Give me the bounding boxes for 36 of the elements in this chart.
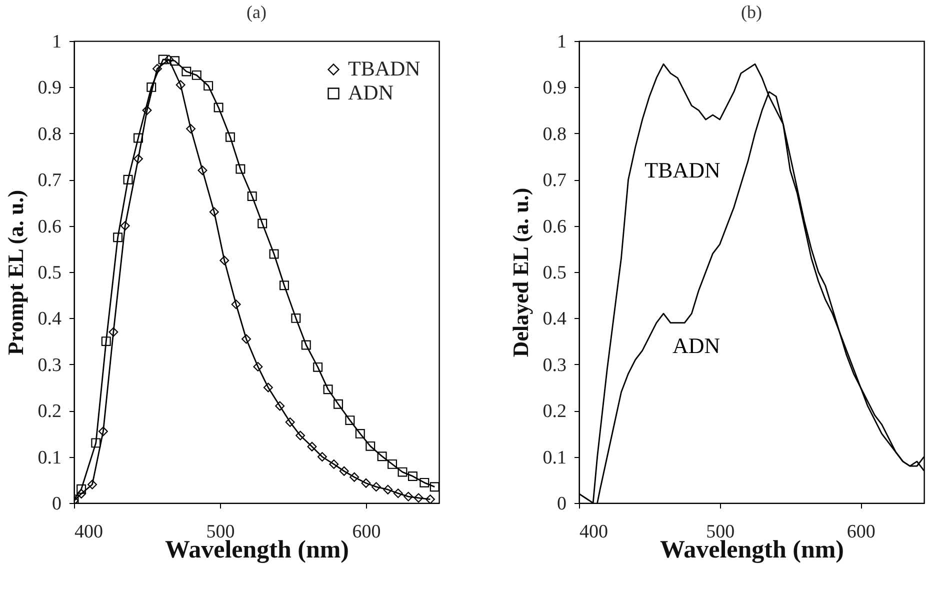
y-tick-label: 0.1 xyxy=(38,447,62,468)
annotation: TBADN xyxy=(644,157,720,182)
chart-title: (a) xyxy=(246,2,266,22)
y-tick-label: 0 xyxy=(52,494,62,514)
y-tick-label: 1 xyxy=(557,32,566,52)
x-tick-label: 400 xyxy=(580,522,608,542)
y-tick-label: 0.4 xyxy=(38,308,62,330)
y-tick-label: 0.1 xyxy=(542,447,566,468)
y-tick-label: 0.8 xyxy=(542,124,566,145)
y-axis-title: Delayed EL (a. u.) xyxy=(508,188,533,358)
y-tick-label: 0.6 xyxy=(38,216,62,238)
y-tick-label: 0 xyxy=(557,494,566,514)
y-tick-label: 0.9 xyxy=(38,78,62,99)
y-tick-label: 1 xyxy=(52,32,62,52)
y-tick-label: 0.5 xyxy=(542,262,566,284)
y-tick-label: 0.2 xyxy=(38,401,62,422)
x-tick-label: 400 xyxy=(74,522,103,542)
chart-title: (b) xyxy=(741,2,762,22)
annotation: ADN xyxy=(672,332,720,358)
y-tick-label: 0.2 xyxy=(542,401,566,422)
y-tick-label: 0.6 xyxy=(542,216,566,238)
y-axis-title: Prompt EL (a. u.) xyxy=(2,190,28,356)
x-tick-label: 600 xyxy=(352,522,381,542)
x-tick-label: 600 xyxy=(846,522,876,542)
y-tick-label: 0.8 xyxy=(38,124,62,145)
x-axis-title: Wavelength (nm) xyxy=(660,536,844,564)
y-tick-label: 0.9 xyxy=(542,78,566,99)
y-tick-label: 0.3 xyxy=(542,354,566,376)
x-axis-title: Wavelength (nm) xyxy=(164,536,350,564)
y-tick-label: 0.7 xyxy=(38,170,62,192)
y-tick-label: 0.4 xyxy=(542,308,567,330)
legend-label: ADN xyxy=(348,80,394,104)
legend-label: TBADN xyxy=(348,56,420,80)
y-tick-label: 0.3 xyxy=(38,354,62,376)
y-tick-label: 0.7 xyxy=(542,170,566,192)
y-tick-label: 0.5 xyxy=(38,262,62,284)
